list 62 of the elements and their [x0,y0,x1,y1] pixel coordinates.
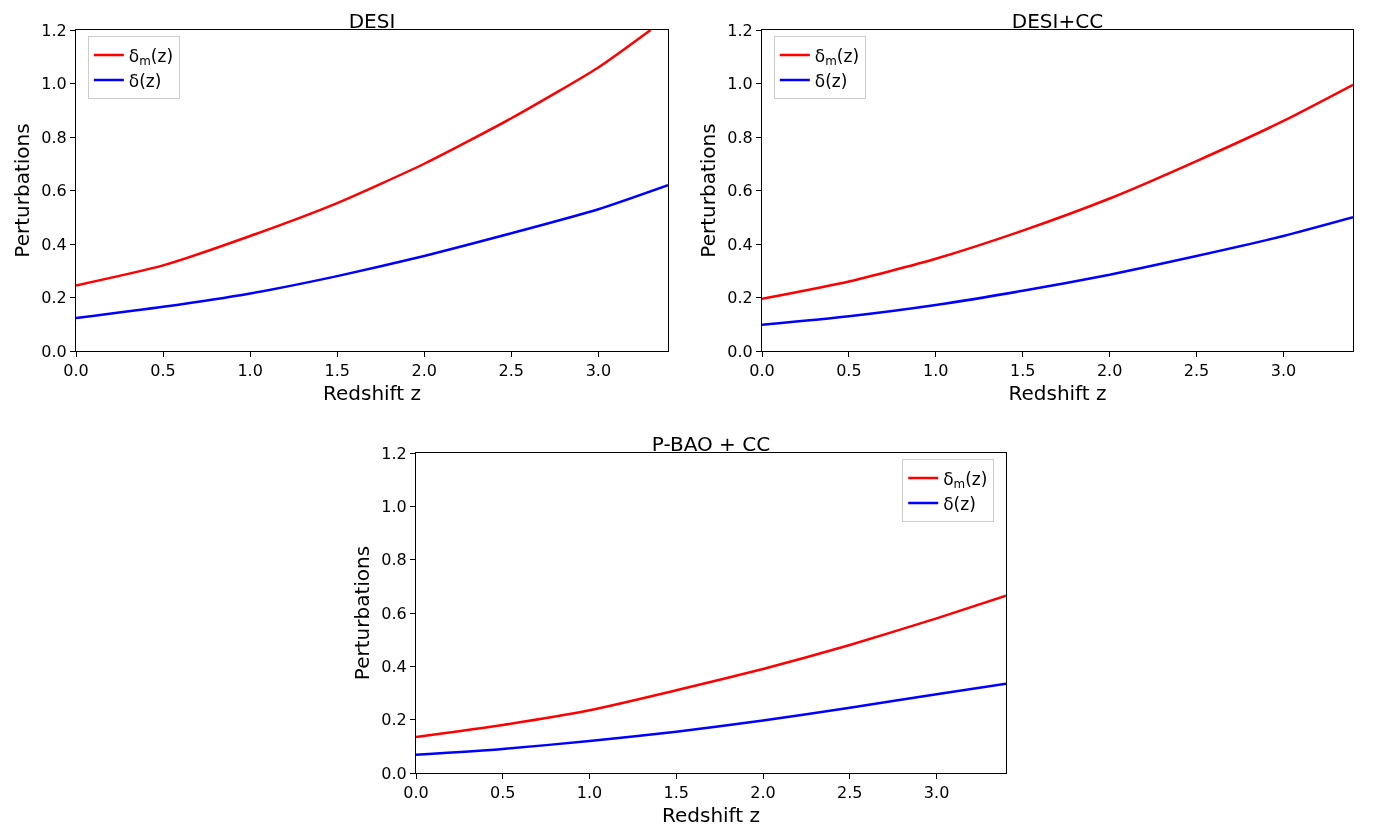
y-tick-label: 0.2 [381,710,407,730]
y-axis-title: Perturbations [9,123,34,258]
y-tick-label: 0.4 [727,234,753,254]
x-axis-title: Redshift z [661,802,761,827]
y-axis-title: Perturbations [695,123,720,258]
legend-label: δ$_{m}$(z) [128,45,174,69]
y-tick-label: 1.0 [381,496,407,516]
x-axis-title: Redshift z [322,380,422,405]
y-tick-label: 0.0 [381,763,407,783]
y-tick-label: 0.8 [727,127,753,147]
line-series [416,594,1006,739]
x-tick-label: 0.5 [490,783,516,803]
legend-label: δ(z) [814,70,848,91]
y-tick-label: 0.6 [381,603,407,623]
x-tick-label: 1.0 [923,361,949,381]
x-tick-label: 2.0 [411,361,437,381]
legend-label: δ$_{m}$(z) [814,45,860,69]
chart-title: DESI+CC [1011,9,1104,33]
y-tick-label: 1.2 [727,20,753,40]
y-tick-label: 0.8 [41,127,67,147]
x-tick-label: 0.5 [150,361,176,381]
legend-label: δ(z) [943,493,976,514]
x-tick-label: 1.5 [663,783,690,803]
x-tick-label: 3.0 [585,361,612,381]
y-tick-label: 1.2 [41,20,67,40]
x-tick-label: 0.0 [63,361,89,381]
x-tick-label: 0.5 [836,361,862,381]
y-tick-label: 1.0 [41,74,67,94]
line-series [416,682,1006,757]
y-axis-title: Perturbations [349,545,374,681]
x-tick-label: 1.5 [324,361,350,381]
x-tick-label: 3.0 [923,783,950,803]
y-tick-label: 1.0 [727,74,753,94]
y-tick-label: 0.8 [381,550,407,570]
x-tick-label: 1.5 [1010,361,1036,381]
line-series [76,183,668,320]
x-tick-label: 2.5 [837,783,863,803]
x-tick-label: 2.0 [1096,361,1123,381]
y-tick-label: 0.6 [41,181,67,201]
chart-title: P-BAO + CC [651,432,771,456]
x-tick-label: 2.5 [498,361,525,381]
x-tick-label: 2.0 [750,783,776,803]
y-tick-label: 0.2 [41,288,67,308]
legend-label: δ$_{m}$(z) [943,468,988,492]
x-tick-label: 2.5 [1183,361,1210,381]
line-series [762,216,1353,327]
y-tick-label: 0.4 [381,656,407,676]
x-tick-label: 0.0 [749,361,775,381]
x-tick-label: 1.0 [237,361,263,381]
y-tick-label: 0.0 [727,341,753,361]
y-tick-label: 0.2 [727,288,753,308]
y-tick-label: 0.4 [41,234,67,254]
legend-label: δ(z) [128,70,162,91]
x-tick-label: 0.0 [403,783,429,803]
y-tick-label: 0.6 [727,181,753,201]
x-tick-label: 3.0 [1270,361,1297,381]
y-tick-label: 0.0 [41,341,67,361]
line-series [76,30,652,287]
chart-title: DESI [348,9,396,33]
x-axis-title: Redshift z [1008,380,1107,405]
x-tick-label: 1.0 [576,783,603,803]
y-tick-label: 1.2 [381,443,407,463]
